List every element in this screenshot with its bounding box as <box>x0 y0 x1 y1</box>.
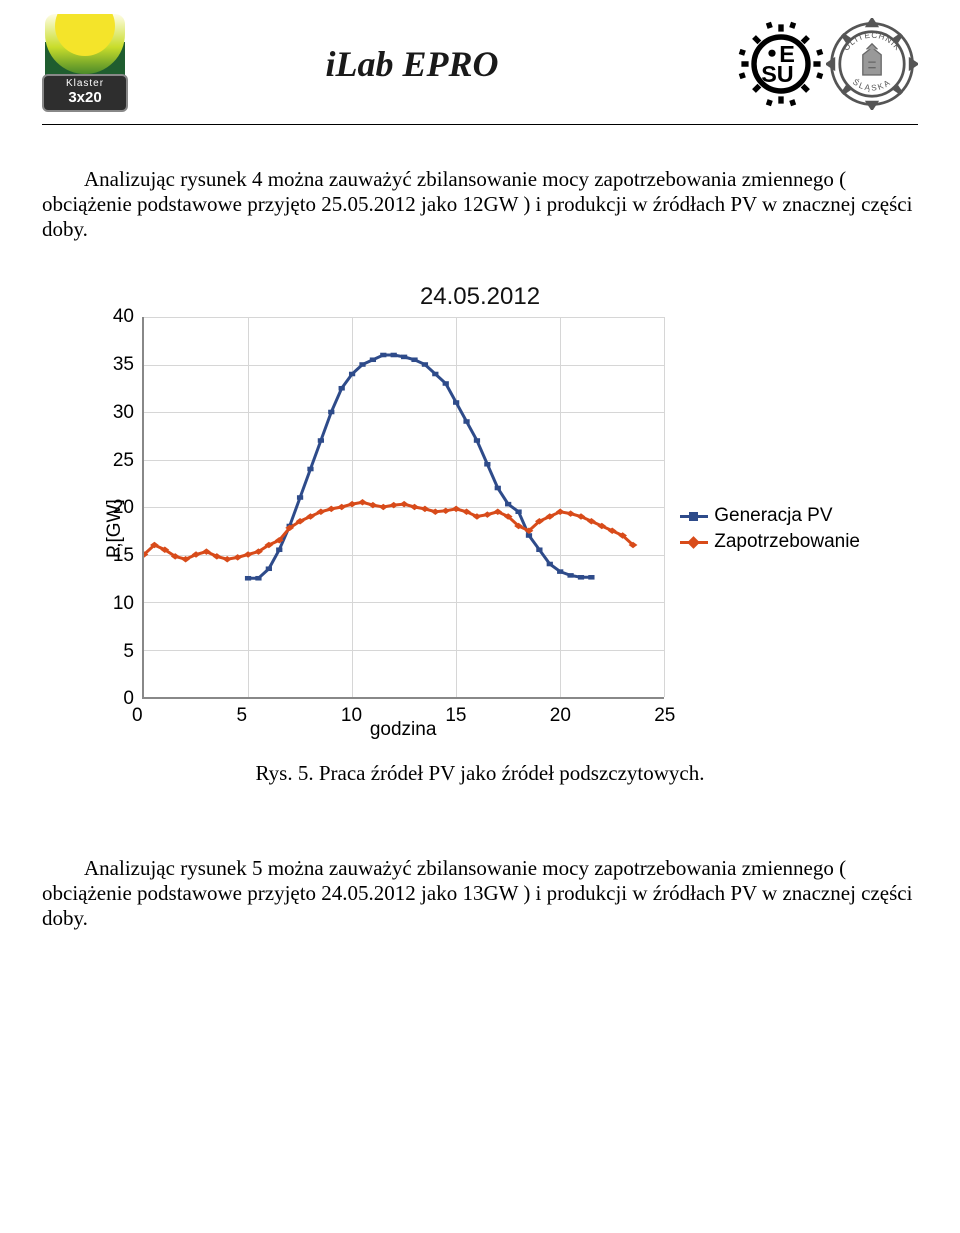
iesu-logo: E SU <box>736 19 826 109</box>
legend-swatch-orange <box>680 541 708 544</box>
paragraph-1: Analizując rysunek 4 można zauważyć zbil… <box>0 125 960 249</box>
polsl-logo: POLITECHNIKA ŚLĄSKA <box>826 18 918 110</box>
plot-area <box>142 317 664 699</box>
chart-title: 24.05.2012 <box>100 283 860 311</box>
page-header: Klaster 3x20 iLab EPRO E SU <box>0 0 960 124</box>
figure-caption: Rys. 5. Praca źródeł PV jako źródeł pods… <box>0 741 960 796</box>
y-axis-label: P,[GW] <box>100 317 130 741</box>
legend-swatch-blue <box>680 515 708 518</box>
svg-text:SU: SU <box>761 61 794 87</box>
legend-label-pv: Generacja PV <box>714 505 832 527</box>
para2-text: Analizując rysunek 5 można zauważyć zbil… <box>42 856 918 930</box>
chart-legend: Generacja PV Zapotrzebowanie <box>664 317 860 741</box>
klaster-logo: Klaster 3x20 <box>42 14 128 114</box>
klaster-number: 3x20 <box>44 89 126 106</box>
legend-item-pv: Generacja PV <box>680 505 860 527</box>
paragraph-2: Analizując rysunek 5 można zauważyć zbil… <box>0 796 960 950</box>
ilab-title: iLab EPRO <box>88 43 736 85</box>
y-axis-ticks: 4035302520151050 <box>130 317 142 727</box>
svg-text:ŚLĄSKA: ŚLĄSKA <box>851 76 893 93</box>
legend-item-demand: Zapotrzebowanie <box>680 531 860 553</box>
legend-label-demand: Zapotrzebowanie <box>714 531 860 553</box>
klaster-label: Klaster <box>44 78 126 89</box>
x-axis-label: godzina <box>142 705 664 741</box>
para1-text: Analizując rysunek 4 można zauważyć zbil… <box>42 167 918 241</box>
chart-container: 24.05.2012 P,[GW] 4035302520151050 05101… <box>100 283 860 741</box>
